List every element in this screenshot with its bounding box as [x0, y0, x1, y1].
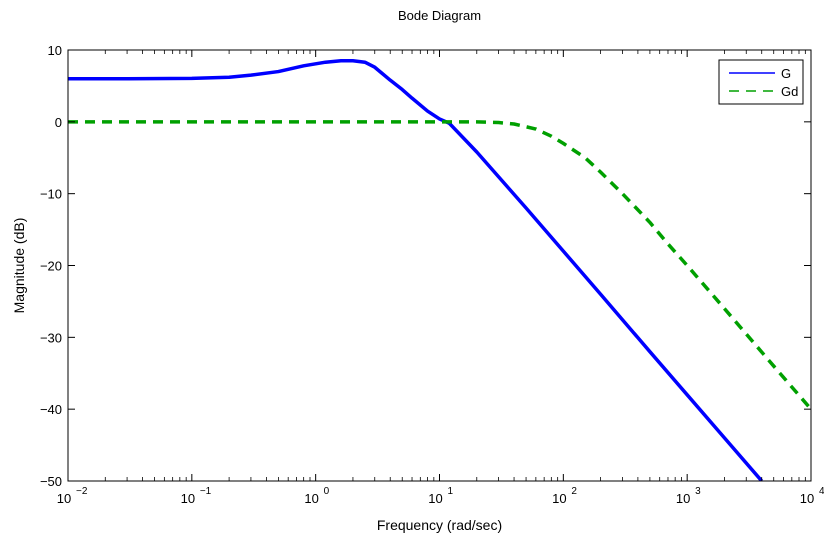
x-tick-base: 10 — [428, 491, 442, 506]
y-axis-label: Magnitude (dB) — [11, 218, 27, 314]
x-tick-label: 10 3 — [676, 486, 701, 506]
y-tick-label: 0 — [55, 115, 62, 130]
x-tick-label: 10 −2 — [57, 486, 88, 506]
x-tick-base: 10 — [800, 491, 814, 506]
x-tick-base: 10 — [676, 491, 690, 506]
plot-background — [68, 50, 811, 481]
series-line-gd — [68, 120, 811, 411]
axes: 10 −2 10 −1 10 0 10 1 10 2 10 3 10 4 10 0 −10 −20 −30 −40 −5… — [40, 43, 824, 506]
y-tick-label: −30 — [40, 330, 62, 345]
x-axis-label: Frequency (rad/sec) — [377, 517, 502, 533]
x-tick-base: 10 — [304, 491, 318, 506]
x-tick-base: 10 — [552, 491, 566, 506]
x-tick-label: 10 1 — [428, 486, 453, 506]
x-tick-exponent: 1 — [448, 486, 454, 497]
x-tick-exponent: 2 — [571, 486, 577, 497]
series-line-g — [68, 59, 764, 481]
x-tick-label: 10 −1 — [181, 486, 212, 506]
y-tick-label: −50 — [40, 474, 62, 489]
x-tick-base: 10 — [181, 491, 195, 506]
x-tick-label: 10 2 — [552, 486, 577, 506]
legend-label-g: G — [781, 66, 791, 81]
x-tick-exponent: 4 — [819, 486, 824, 497]
series-layer — [68, 59, 811, 481]
x-tick-label: 10 0 — [304, 486, 329, 506]
x-tick-exponent: −1 — [200, 486, 212, 497]
y-tick-label: −40 — [40, 402, 62, 417]
x-tick-exponent: 3 — [695, 486, 701, 497]
y-tick-label: −10 — [40, 187, 62, 202]
y-tick-label: −20 — [40, 259, 62, 274]
legend: G Gd — [718, 59, 804, 105]
plot-area — [68, 50, 811, 481]
chart-title: Bode Diagram — [398, 8, 481, 23]
x-tick-exponent: −2 — [76, 486, 88, 497]
legend-label-gd: Gd — [781, 84, 798, 99]
x-tick-exponent: 0 — [324, 486, 330, 497]
legend-box — [718, 59, 804, 105]
y-tick-label: 10 — [48, 43, 62, 58]
x-tick-base: 10 — [57, 491, 71, 506]
x-tick-label: 10 4 — [800, 486, 824, 506]
